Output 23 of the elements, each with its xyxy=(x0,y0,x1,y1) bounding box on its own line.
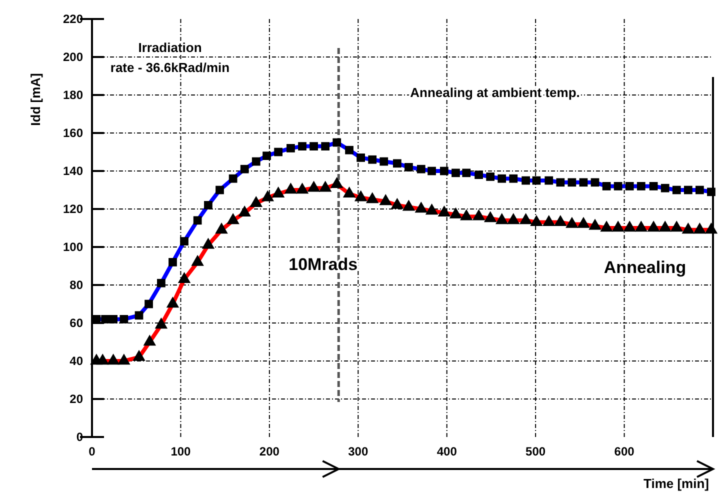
x-tick-label: 0 xyxy=(88,444,96,459)
y-tick-label: 200 xyxy=(62,50,84,64)
x-tick-label: 300 xyxy=(348,444,368,459)
annotation: Annealing xyxy=(604,258,686,277)
y-tick-label: 80 xyxy=(70,278,84,292)
y-tick-label: 20 xyxy=(70,392,84,406)
y-tick-label: 60 xyxy=(70,316,84,330)
y-tick-label: 160 xyxy=(62,126,84,140)
x-tick-label: 100 xyxy=(170,444,192,459)
y-tick-label: 120 xyxy=(62,202,84,216)
y-tick-label: 100 xyxy=(62,240,84,254)
annotation: Irradiation rate - 36.6kRad/min xyxy=(110,40,230,75)
y-tick-label: 140 xyxy=(62,164,84,178)
x-tick-label: 400 xyxy=(436,444,458,459)
x-tick-label: 500 xyxy=(526,444,546,459)
x-tick-label: 200 xyxy=(259,444,280,459)
x-tick-label: 600 xyxy=(614,444,635,459)
y-tick-label: 180 xyxy=(62,88,84,102)
ref-line-label: 10Mrads xyxy=(288,255,358,274)
y-axis-title: Idd [mA] xyxy=(28,73,43,126)
x-axis-title: Time [min] xyxy=(644,476,709,491)
y-tick-label: 220 xyxy=(62,12,84,26)
y-tick-label: 40 xyxy=(70,354,84,368)
